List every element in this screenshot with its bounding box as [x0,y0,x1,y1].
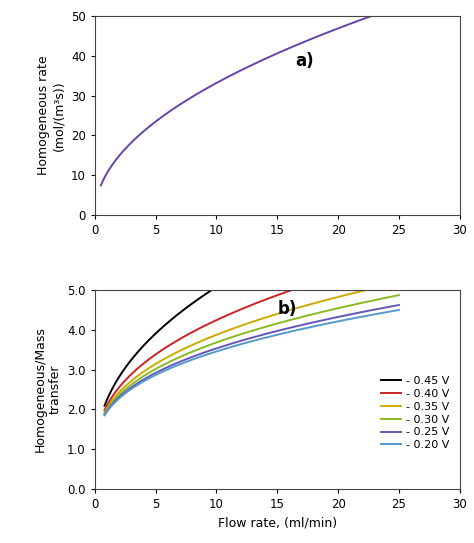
- 0.35 V [396,279,402,286]
- 0.35 V [355,289,361,295]
- 0.40 V [355,266,361,272]
- 0.20 V [325,320,331,327]
- 0.30 V [102,411,108,417]
- 0.25 V [120,391,126,397]
- 0.20 V [281,330,286,337]
- 0.25 V [355,310,361,316]
Text: b): b) [277,300,297,318]
Line: - 0.35 V: - 0.35 V [105,282,399,412]
X-axis label: Flow rate, (ml/min): Flow rate, (ml/min) [218,516,337,529]
- 0.30 V [281,319,286,325]
- 0.45 V [102,402,108,409]
- 0.35 V [281,309,286,315]
- 0.40 V [102,407,108,413]
- 0.40 V [281,290,286,296]
- 0.25 V [281,326,286,333]
Y-axis label: Homogeneous rate
(mol/(m³s)): Homogeneous rate (mol/(m³s)) [37,56,65,175]
- 0.35 V [273,311,278,318]
- 0.30 V [289,316,295,323]
- 0.35 V [120,386,126,392]
- 0.40 V [120,380,126,387]
- 0.30 V [355,300,361,307]
- 0.20 V [120,392,126,399]
- 0.30 V [120,389,126,395]
- 0.25 V [325,316,331,323]
- 0.45 V [355,212,361,219]
- 0.40 V [325,275,331,281]
Text: a): a) [296,52,314,70]
- 0.30 V [273,321,278,327]
- 0.40 V [396,254,402,261]
- 0.45 V [120,368,126,375]
Y-axis label: Homogeneous/Mass
transfer: Homogeneous/Mass transfer [34,326,62,452]
- 0.25 V [273,328,278,334]
Line: - 0.25 V: - 0.25 V [105,305,399,415]
Line: - 0.40 V: - 0.40 V [105,257,399,410]
- 0.45 V [325,225,331,231]
- 0.40 V [273,293,278,299]
- 0.45 V [289,242,295,248]
- 0.45 V [396,195,402,202]
Legend: - 0.45 V, - 0.40 V, - 0.35 V, - 0.30 V, - 0.25 V, - 0.20 V: - 0.45 V, - 0.40 V, - 0.35 V, - 0.30 V, … [376,372,454,454]
Line: - 0.20 V: - 0.20 V [105,310,399,415]
- 0.30 V [396,292,402,299]
Line: - 0.30 V: - 0.30 V [105,295,399,414]
- 0.45 V [273,250,278,256]
- 0.45 V [281,246,286,252]
- 0.30 V [325,307,331,314]
- 0.20 V [355,314,361,321]
- 0.35 V [289,306,295,313]
- 0.20 V [289,328,295,334]
- 0.20 V [273,332,278,338]
- 0.35 V [325,296,331,303]
- 0.20 V [102,412,108,419]
- 0.25 V [289,324,295,331]
- 0.25 V [102,412,108,418]
- 0.35 V [102,409,108,415]
Line: - 0.45 V: - 0.45 V [105,199,399,406]
- 0.40 V [289,287,295,293]
- 0.20 V [396,307,402,313]
- 0.25 V [396,302,402,308]
